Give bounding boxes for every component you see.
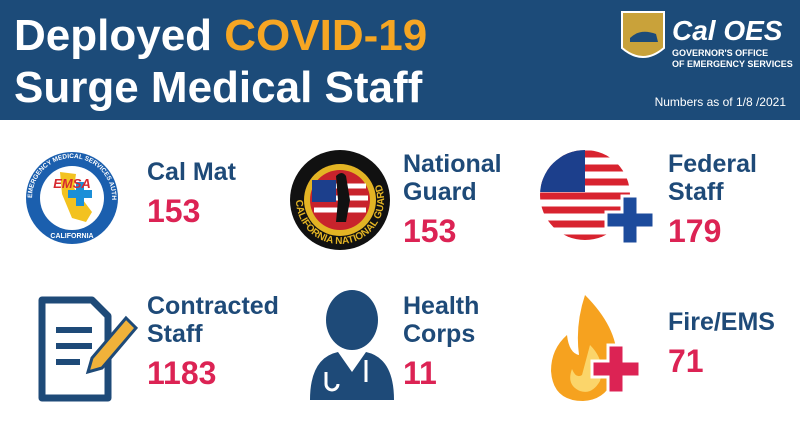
document-icon [38,296,139,402]
guard-minuteman [336,173,350,222]
item-label: Health [403,292,479,320]
flame-inner [570,345,602,392]
item-label: Staff [668,178,724,206]
fire-icon [551,295,642,401]
logo-bear [630,31,658,42]
title-line-1: Deployed COVID-19 [14,11,427,60]
document-lines [56,327,92,365]
emsa-star [68,182,92,206]
federal-icon [540,150,656,246]
item-value: 179 [668,213,721,249]
item-label: Corps [403,320,475,348]
emsa-state-text: CALIFORNIA [50,233,93,240]
items: Cal Mat153NationalGuard153FederalStaff17… [147,150,775,391]
item-label: Federal [668,150,757,178]
stethoscope [324,360,368,392]
item-label: National [403,150,502,178]
item-label: Fire/EMS [668,308,775,336]
item-label: Cal Mat [147,158,237,186]
item-label: Staff [147,320,203,348]
item-value: 71 [668,343,704,379]
pencil [85,315,139,375]
emsa-text: EMSA [53,176,91,191]
item-value: 153 [147,193,200,229]
title-line-2: Surge Medical Staff [14,63,423,112]
guard-canton [312,180,336,202]
title-text: Deployed [14,11,212,60]
doctor-body [310,352,394,400]
plus-sign [604,194,656,246]
guard-icon: CALIFORNIA NATIONAL GUARD [290,150,390,250]
item-label: Guard [403,178,477,206]
logo-subtitle: OF EMERGENCY SERVICES [672,59,793,69]
doctor-icon [310,290,394,400]
logo-subtitle: GOVERNOR'S OFFICE [672,48,768,58]
logo-name: Cal OES [672,15,783,46]
item-value: 153 [403,213,456,249]
plus-sign [590,343,642,395]
logo: Cal OES GOVERNOR'S OFFICE OF EMERGENCY S… [621,11,793,69]
item-value: 1183 [147,355,216,391]
item-label: Contracted [147,292,279,320]
doctor-head [326,290,378,350]
as-of-date: Numbers as of 1/8 /2021 [655,95,787,109]
item-value: 11 [403,355,437,391]
title-highlight: COVID-19 [224,11,427,60]
header-band [0,0,800,120]
